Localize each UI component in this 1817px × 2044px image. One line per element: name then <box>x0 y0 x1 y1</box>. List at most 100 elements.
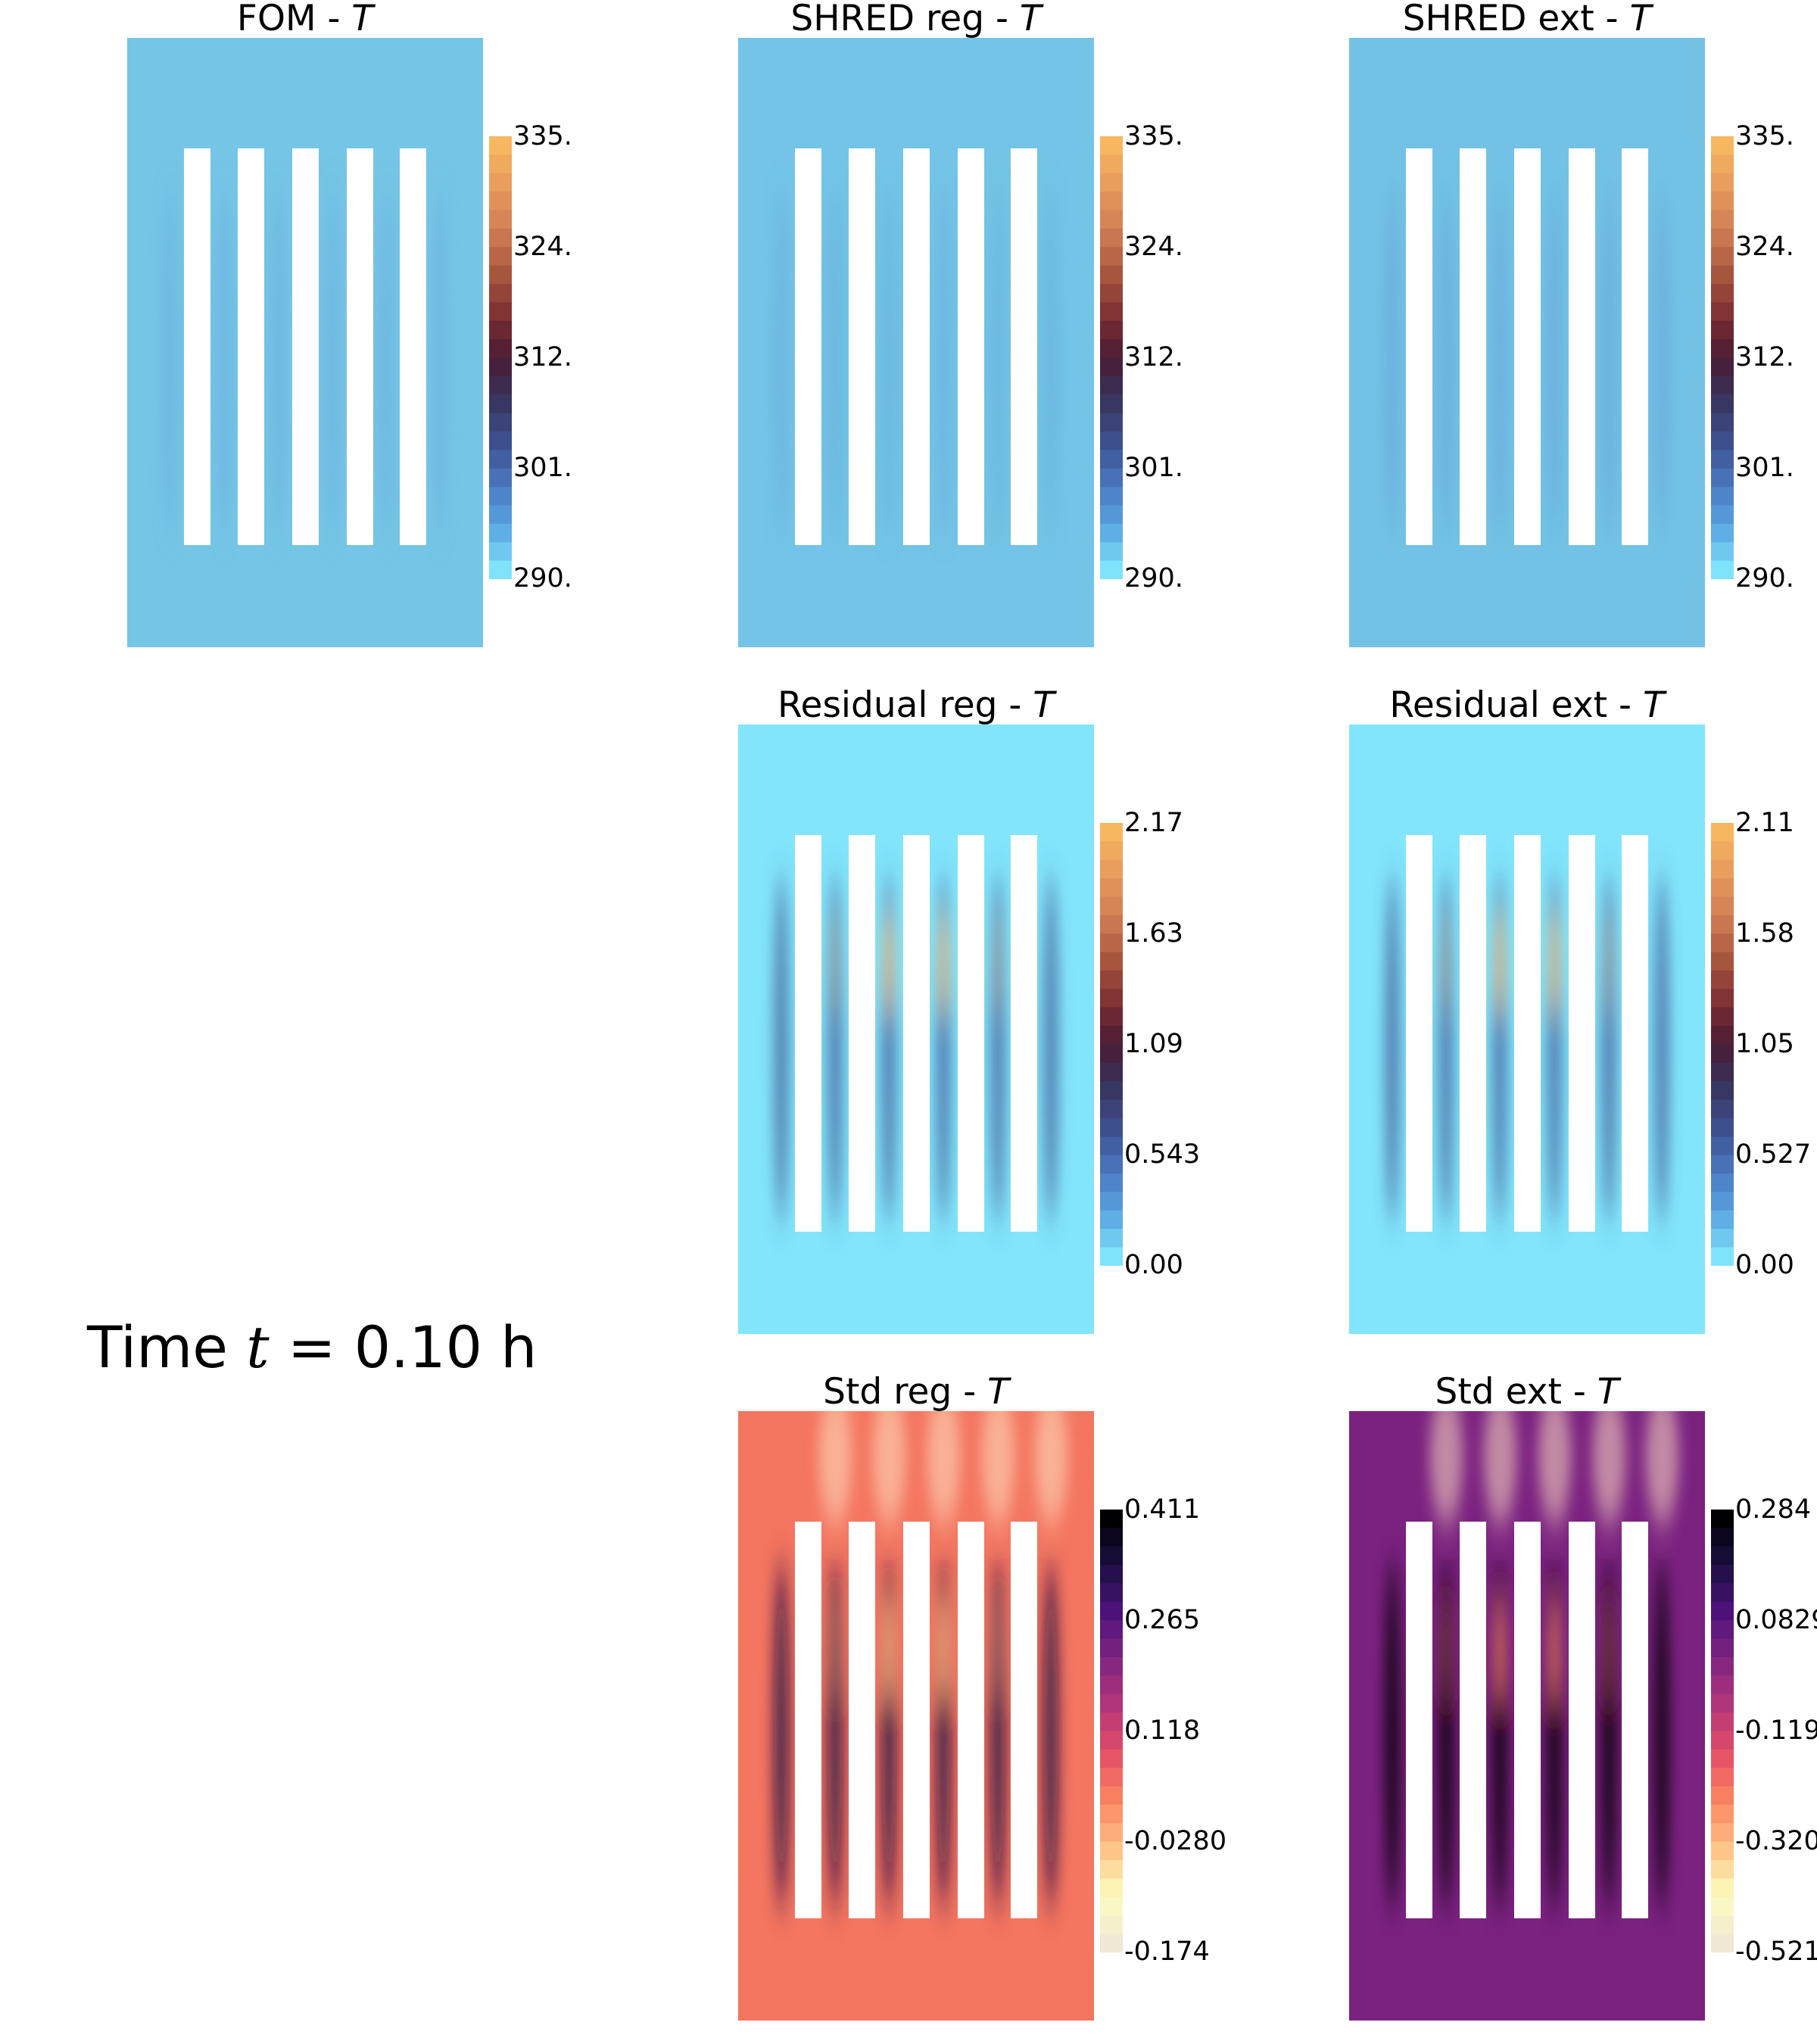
colorbar-tick-label: 0.00 <box>1124 1250 1183 1280</box>
hot-spot <box>831 1597 839 1703</box>
hot-spot <box>831 911 839 1017</box>
colorbar-segment <box>1711 1915 1734 1935</box>
panel-title: Std ext - T <box>1349 1373 1705 1411</box>
colorbar-segment <box>1100 136 1123 155</box>
colorbar-segment <box>1711 394 1734 414</box>
colorbar-segment <box>1100 1657 1123 1676</box>
colorbar-segment <box>1100 320 1123 340</box>
colorbar-segment <box>1100 1786 1123 1806</box>
fuel-channel <box>795 148 821 545</box>
colorbar-tick-label: 324. <box>1124 232 1183 262</box>
colorbar-segment <box>489 560 512 580</box>
colorbar-segment <box>1100 1081 1123 1101</box>
top-plume <box>1645 1411 1679 1525</box>
colorbar-segment <box>1100 173 1123 192</box>
colorbar-tick-label: 0.118 <box>1124 1715 1201 1746</box>
field-structures <box>1385 186 1669 537</box>
colorbar-segment <box>489 247 512 266</box>
colorbar-segment <box>1711 136 1734 155</box>
fuel-channel <box>184 148 210 545</box>
colorbar-segment <box>1100 1749 1123 1768</box>
fuel-channel <box>1622 1522 1648 1918</box>
colorbar-segment <box>1711 915 1734 934</box>
colorbar <box>489 136 512 580</box>
colorbar-segment <box>1100 432 1123 450</box>
colorbar-segment <box>1711 1026 1734 1045</box>
colorbar-segment <box>1711 247 1734 266</box>
colorbar-tick-label: 335. <box>513 121 572 151</box>
colorbar-segment <box>1711 1601 1734 1621</box>
colorbar-segment <box>1711 210 1734 229</box>
colorbar-tick-label: 0.411 <box>1124 1494 1201 1525</box>
fuel-channel <box>1406 148 1432 545</box>
panel-title-text: FOM - <box>236 0 352 39</box>
panel-title: Residual ext - T <box>1349 687 1705 724</box>
colorbar-segment <box>1711 823 1734 842</box>
colorbar-segment <box>1100 357 1123 377</box>
fuel-channel <box>400 148 426 545</box>
colorbar-segment <box>1100 487 1123 506</box>
colorbar-tick-label: -0.0280 <box>1124 1826 1227 1856</box>
colorbar-segment <box>1711 1675 1734 1695</box>
colorbar-tick-label: 0.0829 <box>1735 1605 1817 1635</box>
colorbar-segment <box>1711 505 1734 525</box>
hot-spot <box>1496 911 1504 1017</box>
gap-streak <box>271 186 285 537</box>
colorbar-segment <box>1100 1878 1123 1898</box>
colorbar-segment <box>489 210 512 229</box>
fuel-channel <box>1514 148 1541 545</box>
colorbar-segment <box>1711 878 1734 898</box>
hot-spot <box>994 911 1002 1017</box>
colorbar-segment <box>1711 192 1734 211</box>
colorbar-segment <box>1711 1192 1734 1211</box>
fuel-channel <box>1011 148 1037 545</box>
colorbar-segment <box>1100 1675 1123 1695</box>
gap-streak <box>991 186 1005 537</box>
time-prefix: Time <box>87 1313 247 1381</box>
colorbar-segment <box>1711 154 1734 174</box>
gap-streak <box>1655 873 1669 1224</box>
gap-streak <box>1385 1559 1399 1911</box>
colorbar-segment <box>1711 1878 1734 1898</box>
colorbar-segment <box>1100 1026 1123 1045</box>
colorbar-segment <box>1711 542 1734 562</box>
gap-streak <box>1493 186 1507 537</box>
top-plume <box>1034 1411 1068 1525</box>
colorbar <box>1711 1510 1734 1953</box>
colorbar-segment <box>1100 1768 1123 1787</box>
colorbar-segment <box>1711 859 1734 879</box>
colorbar-tick-label: 2.11 <box>1735 808 1794 838</box>
colorbar-segment <box>489 154 512 174</box>
colorbar-segment <box>1711 302 1734 322</box>
colorbar-segment <box>1100 284 1123 303</box>
colorbar-tick-label: 301. <box>1124 453 1183 483</box>
colorbar-tick-label: 301. <box>513 453 572 483</box>
field-structures <box>1385 873 1669 1224</box>
colorbar-segment <box>489 468 512 488</box>
colorbar-segment <box>1100 878 1123 898</box>
fuel-channel <box>795 1522 821 1918</box>
top-plume <box>1429 1411 1463 1525</box>
colorbar-segment <box>489 339 512 359</box>
colorbar-segment <box>489 192 512 211</box>
gap-streak <box>774 186 788 537</box>
panel-title-variable: T <box>987 1371 1009 1413</box>
hot-spot <box>1442 911 1450 1017</box>
panel-title-text: Std reg - <box>823 1371 988 1413</box>
colorbar <box>1711 136 1734 580</box>
colorbar-segment <box>1711 523 1734 543</box>
panel-title: SHRED ext - T <box>1349 0 1705 38</box>
colorbar-segment <box>1711 1229 1734 1248</box>
colorbar-segment <box>1100 1154 1123 1174</box>
colorbar-segment <box>1100 1638 1123 1658</box>
fuel-channel <box>1460 835 1486 1232</box>
fuel-channel <box>849 835 875 1232</box>
time-annotation: Time t = 0.10 h <box>87 1313 537 1382</box>
top-plume <box>818 1411 852 1525</box>
colorbar-tick-label: 290. <box>1735 563 1794 594</box>
fuel-channel <box>903 835 930 1232</box>
colorbar-segment <box>1100 1192 1123 1211</box>
gap-streak <box>1044 873 1058 1224</box>
gap-streak <box>1044 186 1058 537</box>
colorbar-segment <box>1711 1805 1734 1824</box>
